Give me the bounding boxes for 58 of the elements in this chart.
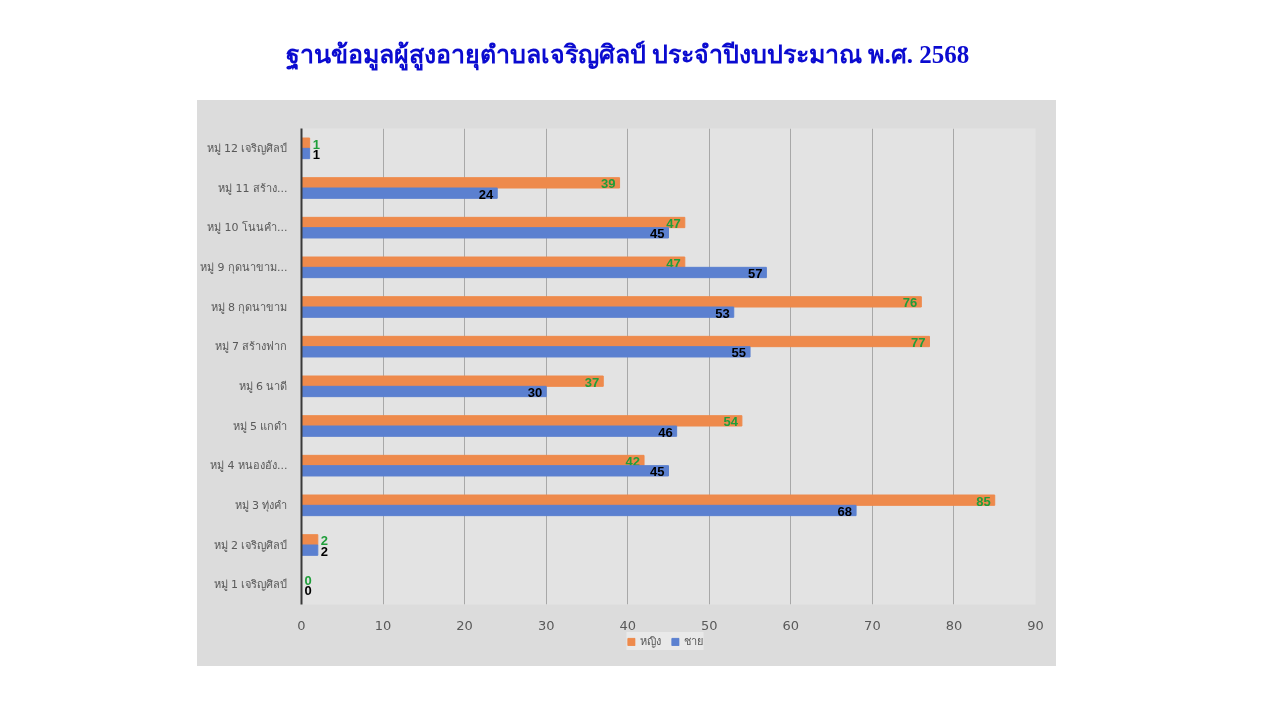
x-tick-label: 0 bbox=[297, 617, 306, 633]
bar bbox=[301, 187, 498, 199]
bar bbox=[301, 544, 319, 556]
y-tick-label: หมู่ 12 เจริญศิลป์ bbox=[206, 141, 288, 155]
chart-title: ฐานข้อมูลผู้สูงอายุตำบลเจริญศิลป์ ประจำปีงบประมาณ พ.ศ. 2568 bbox=[285, 39, 970, 73]
data-label: 45 bbox=[650, 226, 665, 242]
y-tick-label: หมู่ 8 กุดนาขาม bbox=[210, 300, 288, 314]
y-tick-label: หมู่ 4 หนองอัง... bbox=[210, 459, 288, 473]
y-tick-label: หมู่ 10 โนนคำ... bbox=[207, 220, 288, 235]
x-tick-label: 60 bbox=[782, 617, 800, 633]
y-tick-label: หมู่ 3 ทุ่งคำ bbox=[234, 498, 288, 512]
bar bbox=[301, 335, 930, 348]
data-label: 55 bbox=[731, 345, 747, 361]
y-tick-label: หมู่ 7 สร้างฟาก bbox=[214, 340, 288, 354]
x-tick-label: 40 bbox=[619, 617, 636, 633]
x-tick-label: 80 bbox=[945, 617, 963, 633]
bar bbox=[301, 256, 686, 268]
bar bbox=[301, 504, 857, 517]
data-label: 77 bbox=[911, 335, 926, 351]
bar bbox=[301, 227, 669, 239]
data-label: 54 bbox=[723, 414, 739, 430]
bar bbox=[301, 494, 996, 506]
bar bbox=[301, 296, 922, 308]
data-label: 30 bbox=[527, 384, 543, 400]
bar bbox=[301, 177, 621, 189]
data-label: 76 bbox=[902, 295, 918, 311]
data-label: 37 bbox=[584, 374, 600, 390]
x-tick-label: 90 bbox=[1027, 617, 1044, 633]
bar bbox=[301, 385, 547, 398]
data-label: 68 bbox=[837, 503, 853, 519]
y-tick-label: หมู่ 6 นาดี bbox=[238, 379, 288, 393]
legend-label: ชาย bbox=[683, 634, 704, 650]
bar bbox=[301, 266, 767, 279]
data-label: 53 bbox=[715, 305, 730, 321]
x-tick-label: 10 bbox=[374, 617, 392, 633]
bar bbox=[301, 465, 669, 477]
x-tick-label: 50 bbox=[701, 617, 718, 633]
y-tick-label: หมู่ 5 แกดำ bbox=[232, 419, 288, 433]
data-label: 39 bbox=[601, 176, 616, 192]
x-tick-label: 20 bbox=[456, 617, 473, 633]
data-label: 57 bbox=[747, 265, 763, 281]
data-label: 47 bbox=[666, 255, 681, 271]
data-label: 85 bbox=[976, 493, 991, 509]
bar bbox=[301, 306, 735, 318]
x-tick-label: 30 bbox=[537, 617, 555, 633]
y-tick-label: หมู่ 2 เจริญศิลป์ bbox=[213, 538, 288, 552]
y-tick-label: หมู่ 1 เจริญศิลป์ bbox=[213, 578, 288, 592]
bar bbox=[301, 425, 678, 437]
data-label: 47 bbox=[666, 216, 681, 232]
bar bbox=[301, 346, 751, 358]
data-label: 24 bbox=[478, 186, 494, 202]
y-tick-label: หมู่ 9 กุดนาขาม... bbox=[200, 260, 288, 274]
data-label: 46 bbox=[658, 424, 673, 440]
x-tick-label: 70 bbox=[864, 617, 881, 633]
bar bbox=[301, 375, 604, 387]
legend-label: หญิง bbox=[639, 634, 661, 650]
data-label: 45 bbox=[650, 464, 665, 480]
y-tick-label: หมู่ 11 สร้าง... bbox=[218, 181, 288, 195]
